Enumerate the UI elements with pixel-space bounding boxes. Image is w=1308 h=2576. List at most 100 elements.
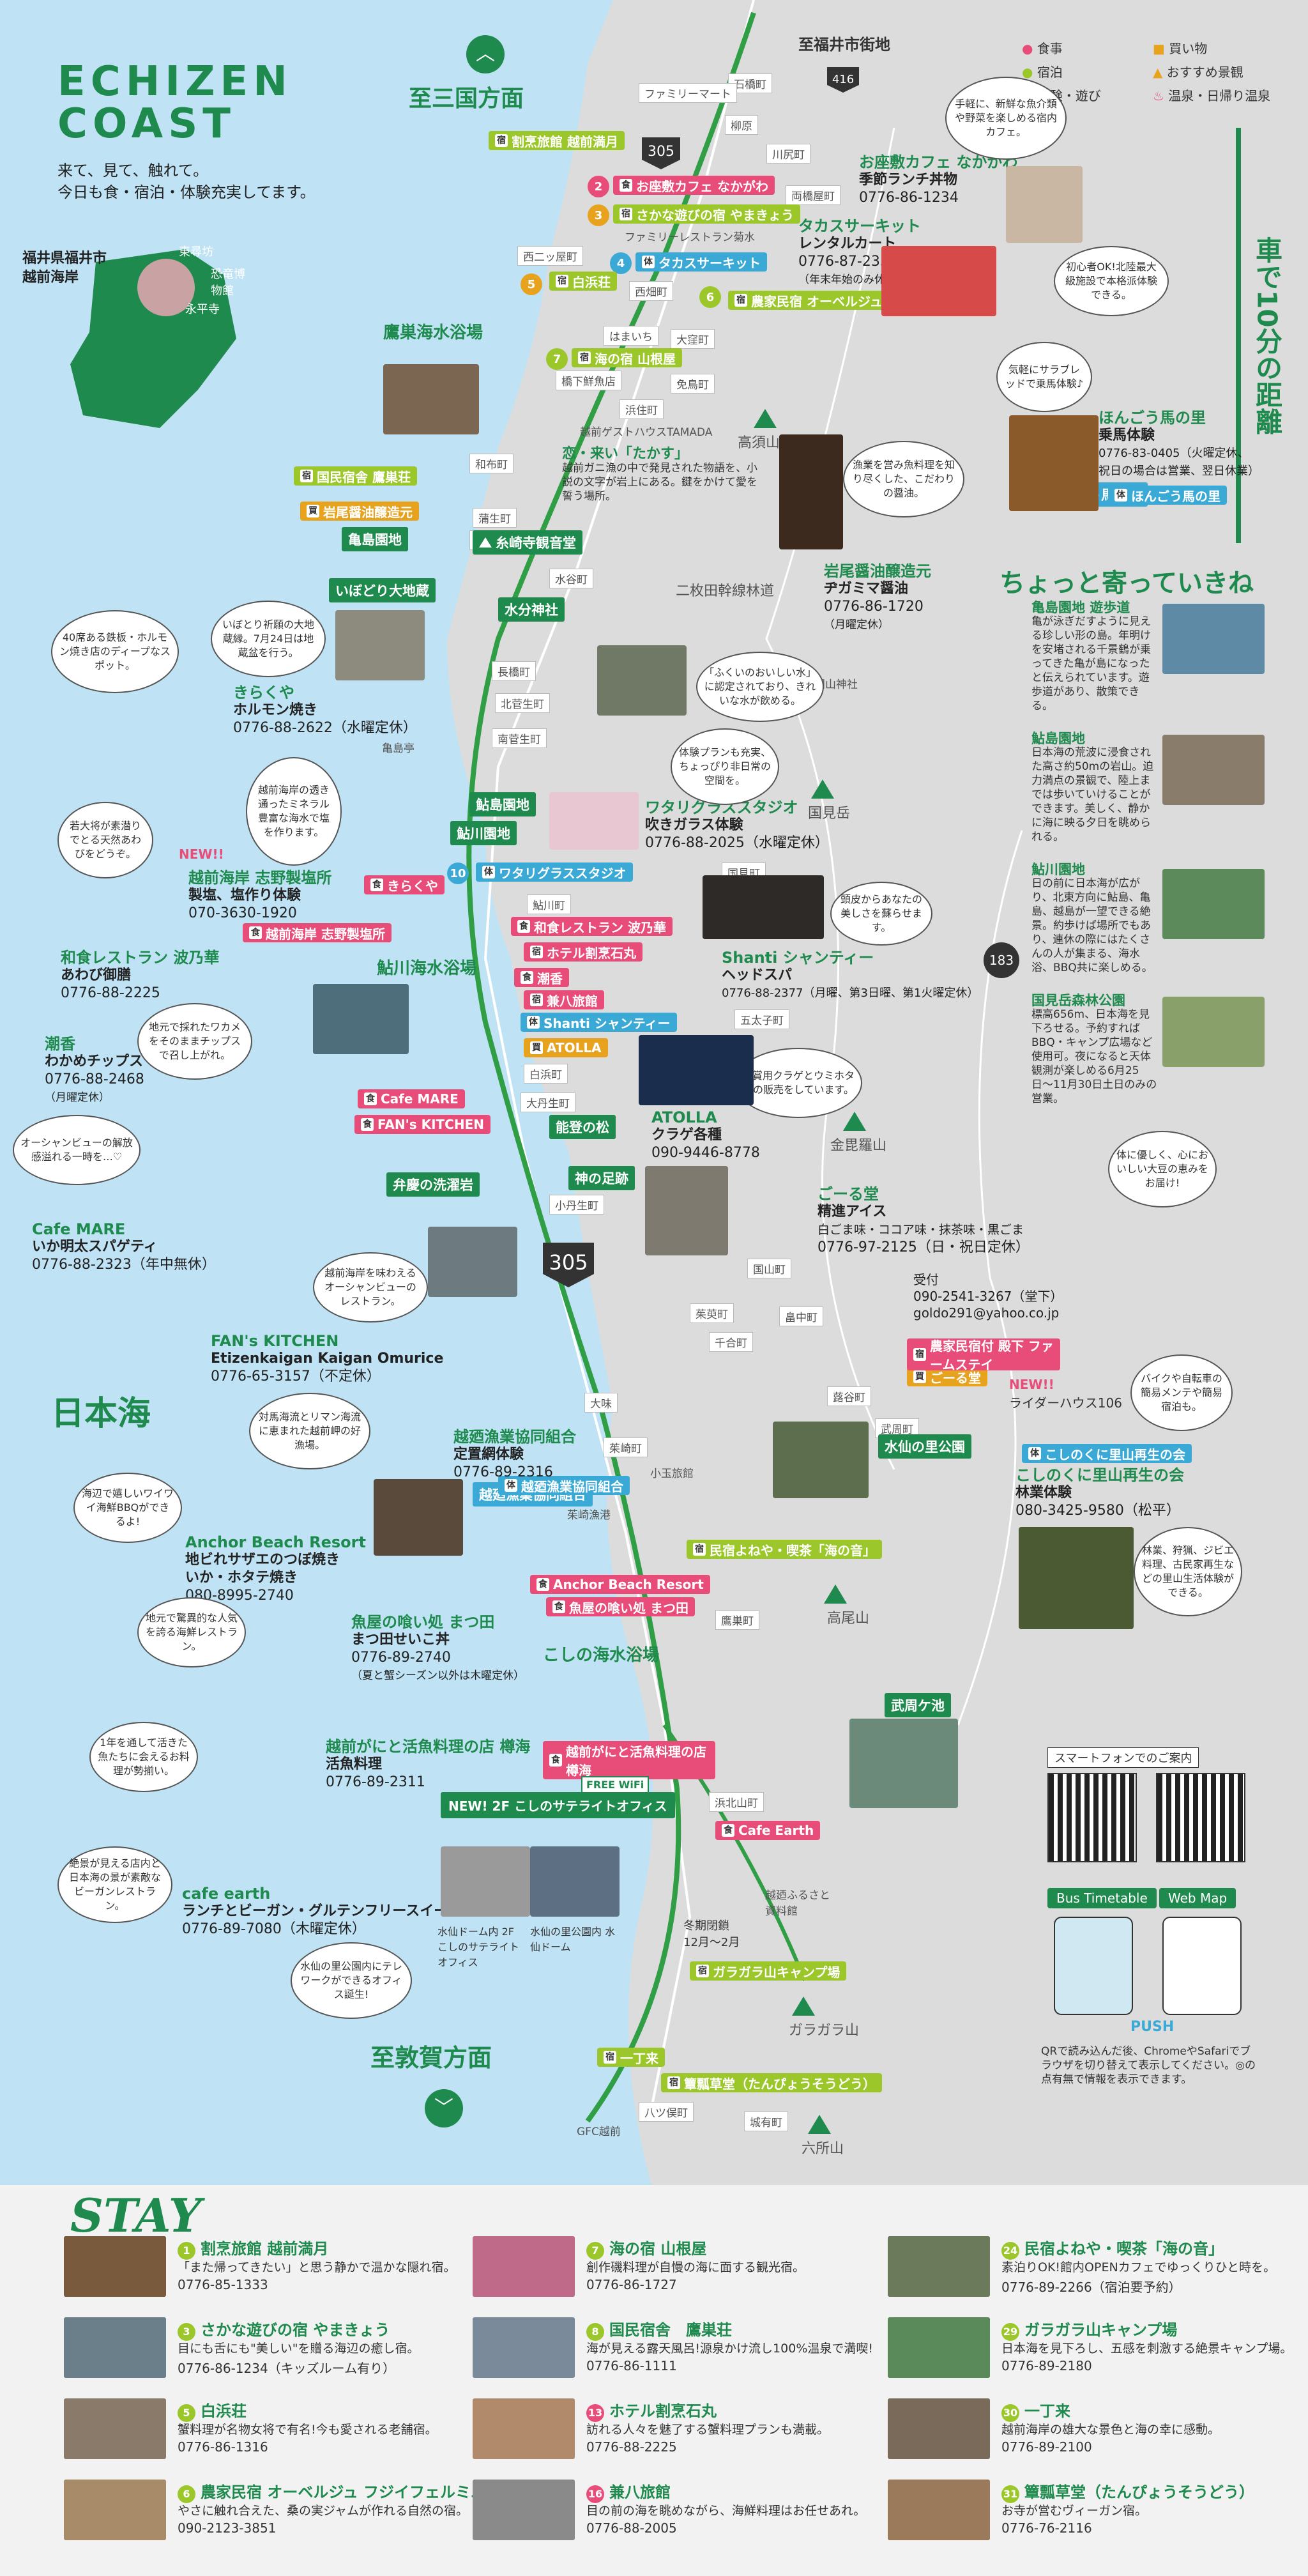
place-name: 茱崎漁港 <box>567 1509 611 1522</box>
spot-tag[interactable]: 食 Cafe MARE <box>358 1089 465 1108</box>
spot-tag[interactable]: 食 Anchor Beach Resort <box>530 1575 710 1594</box>
qr-code-bus[interactable] <box>1047 1773 1137 1862</box>
spot-tag[interactable]: 宿国民宿舎 鷹巣荘 <box>294 466 417 486</box>
spot-tag[interactable]: 食 Cafe Earth <box>715 1821 821 1840</box>
place-name: 北菅生町 <box>495 693 550 713</box>
mountain-icon <box>792 1997 815 2016</box>
park-label[interactable]: 神の足跡 <box>568 1166 635 1190</box>
callout-bubble: 体験プランも充実、ちょっぴり非日常の空間を。 <box>671 728 779 805</box>
spot-tag[interactable]: 食お座敷カフェ なかがわ <box>613 176 775 195</box>
spot-info: 越前海岸 志野製塩所 製塩、塩作り体験 070-3630-1920 <box>188 869 332 921</box>
place-name: 越前ゲストハウスTAMADA <box>580 426 713 439</box>
place-name: 川尻町 <box>766 144 810 164</box>
side-banner: 車で10分の距離 <box>1236 128 1287 543</box>
spot-tag[interactable]: 宿海の宿 山根屋 <box>572 348 682 367</box>
spot-tag[interactable]: 食潮香 <box>514 968 569 987</box>
spot-tag[interactable]: 食越前海岸 志野製塩所 <box>243 923 392 942</box>
spot-tag[interactable]: 宿割烹旅館 越前満月 <box>489 131 625 150</box>
spot-tag[interactable]: 体タカスサーキット <box>635 252 767 272</box>
spot-number: 6 <box>699 286 721 308</box>
spot-tag[interactable]: 宿ガラガラ山キャンプ場 <box>690 1961 847 1981</box>
callout-bubble: 1年を通して活きた魚たちに会えるお料理が勢揃い。 <box>89 1722 198 1792</box>
park-label[interactable]: 鮎島園地 <box>469 792 536 816</box>
spot-photo <box>335 610 425 680</box>
stay-photo <box>888 2236 990 2297</box>
push-label: PUSH <box>1130 2019 1175 2035</box>
stay-item[interactable]: 29 ガラガラ山キャンプ場 日本海を見下ろし、五感を刺激する絶景キャンプ場。 0776… <box>888 2317 1292 2381</box>
spot-info: お座敷カフェ なかがわ 季節ランチ丼物 0776-86-1234 <box>859 153 1018 206</box>
stay-item[interactable]: 6 農家民宿 オーベルジュ フジイフェルミエ やさに触れ合えた、桑の実ジャムが作れる… <box>64 2480 486 2543</box>
callout-bubble: 観賞用クラゲとウミホタルの販売をしています。 <box>734 1048 862 1118</box>
spot-photo <box>1009 415 1099 511</box>
spot-tag[interactable]: 宿民宿よねや・喫茶「海の音」 <box>687 1540 882 1559</box>
ichimai-desc: 恋・来い「たかす」 越前ガニ漁の中で発見された物語を、小説の文字が岩上にある。鍵を… <box>562 446 757 503</box>
wifi-banner[interactable]: NEW! 2F こしのサテライトオフィス <box>441 1792 675 1818</box>
place-name: 西畑町 <box>629 281 673 301</box>
park-label[interactable]: 能登の松 <box>549 1115 616 1139</box>
stay-item[interactable]: 5 白浜荘 蟹料理が名物女将で有名!今も愛される老舗宿。 0776-86-1316 <box>64 2398 447 2462</box>
stay-item[interactable]: 31 簟瓢草堂（たんぴょうそうどう） お寺が営むヴィーガン宿。 0776-76-211… <box>888 2480 1271 2543</box>
stay-item[interactable]: 3 さかな遊びの宿 やまきょう 目にも舌にも"美しい"を贈る海辺の癒し宿。 0776-… <box>64 2317 447 2381</box>
park-label[interactable]: 水仙の里公園 <box>878 1434 971 1459</box>
stay-item[interactable]: 8 国民宿舎 鷹巣荘 海が見える露天風呂!源泉かけ流し100%温泉で満喫! 0776-… <box>473 2317 873 2381</box>
mountain-icon <box>808 2115 831 2134</box>
park-label[interactable]: いぼどり大地蔵 <box>329 578 436 602</box>
stay-item[interactable]: 30 一丁来 越前海岸の雄大な景色と海の幸に感動。 0776-89-2100 <box>888 2398 1271 2462</box>
spot-tag[interactable]: 買 ATOLLA <box>524 1038 608 1057</box>
mountain-label: 国見岳 <box>808 806 851 822</box>
spot-tag[interactable]: 宿兼八旅館 <box>524 990 604 1009</box>
spot-tag[interactable]: 食きらくや <box>364 875 445 894</box>
spot-tag[interactable]: 宿ホテル割烹石丸 <box>524 942 643 962</box>
park-label[interactable]: 鮎川園地 <box>450 821 517 845</box>
park-label[interactable]: 糸崎寺観音堂 <box>473 530 582 555</box>
spot-number: 4 <box>610 252 632 274</box>
spot-info: 潮香 わかめチップス 0776-88-2468 （月曜定休） <box>45 1035 144 1104</box>
rider-house: ライダーハウス106 <box>1009 1395 1122 1411</box>
stay-item[interactable]: 7 海の宿 山根屋 創作磯料理が自慢の海に面する観光宿。 0776-86-1727 <box>473 2236 856 2300</box>
stay-item[interactable]: 24 民宿よねや・喫茶「海の音」 素泊りOK!館内OPENカフェでゆっくりひと時を。… <box>888 2236 1275 2300</box>
spot-tag[interactable]: 体 Shanti シャンティー <box>521 1013 677 1032</box>
qr-code-web[interactable] <box>1156 1773 1245 1862</box>
spot-photo <box>1162 604 1265 674</box>
spot-tag[interactable]: 食魚屋の喰い処 まつ田 <box>546 1597 695 1616</box>
place-name: 鷹巣町 <box>715 1610 759 1630</box>
callout-bubble: 体に優しく、心においしい大豆の恵みをお届け! <box>1108 1131 1217 1208</box>
spot-tag[interactable]: 宿農家民宿付 殿下 ファームステイ <box>907 1338 1060 1372</box>
fukui-inset-map <box>70 249 236 428</box>
park-label[interactable]: 水分神社 <box>498 597 565 622</box>
park-label[interactable]: 武周ケ池 <box>885 1693 951 1717</box>
park-label[interactable]: 亀島園地 <box>342 527 408 551</box>
spot-info: 魚屋の喰い処 まつ田 まつ田せいこ丼 0776-89-2740 （夏と蟹シーズン以外は… <box>351 1613 525 1682</box>
place-name: 浜住町 <box>620 399 664 419</box>
spot-tag[interactable]: 体ほんごう馬の里 <box>1108 486 1227 505</box>
spot-tag[interactable]: 宿さかな遊びの宿 やまきょう <box>613 204 800 224</box>
park-label[interactable]: 弁慶の洗濯岩 <box>386 1172 480 1197</box>
yorimichi-item: 鮎島園地 日本海の荒波に浸食された高さ約50mの岩山。迫力満点の景観で、陸上までは… <box>1031 731 1154 843</box>
stay-item[interactable]: 16 兼八旅館 目の前の海を眺めながら、海鮮料理はお任せあれ。 0776-88-200… <box>473 2480 865 2543</box>
spot-photo <box>597 645 687 716</box>
place-name: 八ツ俣町 <box>639 2102 694 2122</box>
spot-tag[interactable]: 宿白浜荘 <box>549 272 617 291</box>
spot-tag[interactable]: 宿一丁来 <box>597 2048 665 2067</box>
web-map-label[interactable]: Web Map <box>1159 1888 1236 1908</box>
callout-bubble: オーシャンビューの解放感溢れる一時を…♡ <box>13 1115 141 1185</box>
spot-tag[interactable]: 食和食レストラン 波乃華 <box>511 917 673 936</box>
spot-tag[interactable]: 食越前がにと活魚料理の店 樽海 <box>543 1741 715 1779</box>
place-name: はまいち <box>604 326 658 346</box>
spot-photo <box>703 875 824 939</box>
spot-tag[interactable]: 体ワタリグラススタジオ <box>476 862 633 882</box>
spot-info: きらくや ホルモン焼き 0776-88-2622（水曜定休） <box>233 684 417 736</box>
spot-tag[interactable]: 食 FAN's KITCHEN <box>354 1115 490 1134</box>
spot-tag[interactable]: 宿簟瓢草堂（たんぴょうそうどう） <box>661 2073 882 2092</box>
spot-tag[interactable]: 体こしのくに里山再生の会 <box>1022 1444 1192 1463</box>
spot-photo <box>1162 997 1265 1067</box>
bus-timetable-label[interactable]: Bus Timetable <box>1047 1888 1157 1908</box>
spot-tag[interactable]: 買ごーる堂 <box>907 1367 987 1386</box>
wifi-badge: FREE WiFi <box>581 1776 650 1793</box>
stay-item[interactable]: 13 ホテル割烹石丸 訪れる人々を魅了する蟹料理プランも満載。 0776-88-222… <box>473 2398 856 2462</box>
stay-item[interactable]: 1 割烹旅館 越前満月 「また帰ってきたい」と思う静かで温かな隠れ宿。 0776-85… <box>64 2236 455 2300</box>
callout-bubble: バイクや自転車の簡易メンテや簡易宿泊も。 <box>1130 1354 1233 1431</box>
spot-tag[interactable]: 買岩尾醤油醸造元 <box>300 502 419 521</box>
phone-mockup <box>1162 1917 1242 2015</box>
spot-tag[interactable]: 体越廼漁業協同組合 <box>498 1476 630 1495</box>
